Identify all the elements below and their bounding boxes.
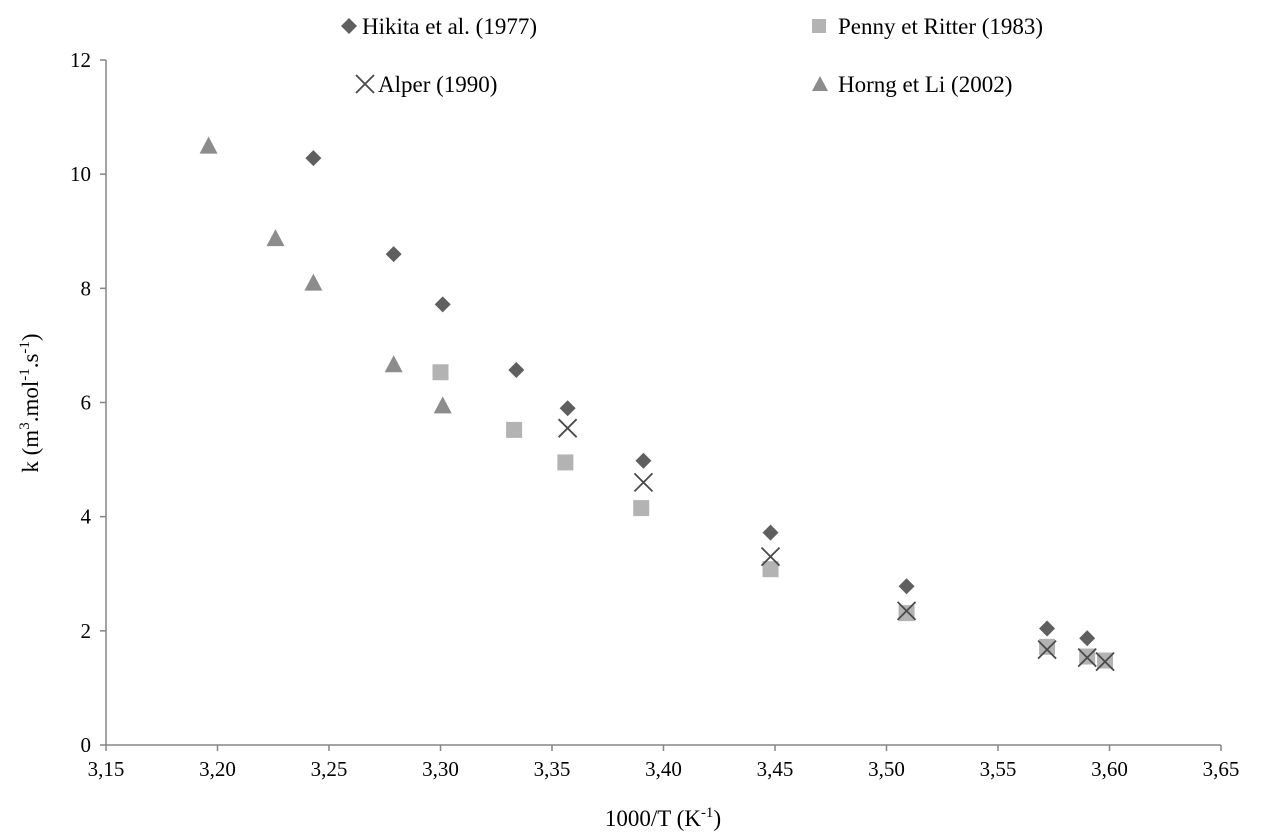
legend-label-horng: Horng et Li (2002) [838, 72, 1012, 97]
data-point-hikita [898, 578, 915, 595]
data-point-penny [898, 605, 915, 622]
y-tick-label: 8 [81, 276, 92, 300]
x-tick-label: 3,30 [422, 757, 459, 781]
data-point-penny [506, 421, 523, 438]
x-tick-label: 3,60 [1091, 757, 1128, 781]
y-tick-label: 4 [81, 505, 92, 529]
legend-label-penny: Penny et Ritter (1983) [838, 14, 1043, 39]
y-axis-ticks: 0 2 4 6 8 10 12 [70, 48, 106, 757]
x-tick-label: 3,50 [868, 757, 905, 781]
legend-item-hikita: Hikita et al. (1977) [341, 14, 537, 39]
data-point-alper [557, 418, 578, 438]
data-points [199, 136, 1115, 672]
x-tick-label: 3,45 [757, 757, 794, 781]
y-axis-title: k (m3.mol-1.s-1) [17, 333, 43, 472]
legend-label-alper: Alper (1990) [378, 72, 497, 97]
data-point-hikita [1079, 630, 1096, 647]
legend: Hikita et al. (1977) Penny et Ritter (19… [341, 14, 1043, 97]
data-point-hikita [1039, 620, 1056, 637]
data-point-alper [896, 601, 917, 621]
x-tick-label: 3,35 [534, 757, 571, 781]
data-point-penny [762, 561, 779, 578]
x-tick-label: 3,25 [311, 757, 348, 781]
legend-marker-hikita [341, 18, 357, 34]
x-axis-ticks: 3,15 3,20 3,25 3,30 3,35 3,40 3,45 3,50 3,55 3,60… [88, 745, 1240, 781]
x-tick-label: 3,65 [1203, 757, 1240, 781]
data-point-alper [1077, 648, 1097, 668]
data-point-hikita [762, 524, 779, 541]
x-tick-label: 3,20 [199, 757, 236, 781]
data-point-horng [199, 136, 218, 154]
data-point-alper [760, 546, 781, 567]
y-tick-label: 0 [81, 733, 92, 757]
data-point-penny [633, 500, 650, 517]
data-point-penny [557, 454, 574, 471]
y-tick-label: 12 [70, 48, 91, 72]
data-point-hikita [508, 361, 525, 378]
data-point-penny [432, 364, 449, 381]
y-tick-label: 10 [70, 162, 91, 186]
legend-label-hikita: Hikita et al. (1977) [362, 14, 537, 39]
legend-marker-horng [812, 76, 828, 91]
data-point-hikita [434, 296, 451, 313]
data-point-hikita [385, 246, 402, 263]
data-point-alper [1037, 640, 1057, 660]
legend-item-alper: Alper (1990) [355, 72, 497, 97]
x-axis-title: 1000/T (K-1) [605, 805, 721, 831]
legend-item-penny: Penny et Ritter (1983) [812, 14, 1043, 39]
data-point-penny [1039, 638, 1056, 655]
data-point-alper [633, 472, 654, 493]
data-point-alper [1095, 652, 1115, 672]
data-point-hikita [559, 400, 576, 417]
data-point-horng [384, 355, 403, 373]
data-point-horng [304, 273, 323, 291]
legend-marker-alper [355, 74, 375, 94]
data-point-horng [266, 229, 285, 247]
data-point-hikita [635, 452, 652, 469]
x-tick-label: 3,55 [980, 757, 1017, 781]
x-tick-label: 3,15 [88, 757, 125, 781]
data-point-horng [433, 396, 452, 414]
legend-marker-penny [812, 19, 826, 33]
legend-item-horng: Horng et Li (2002) [812, 72, 1012, 97]
y-tick-label: 6 [81, 391, 92, 415]
data-point-hikita [305, 150, 322, 167]
y-tick-label: 2 [81, 619, 92, 643]
x-tick-label: 3,40 [645, 757, 682, 781]
